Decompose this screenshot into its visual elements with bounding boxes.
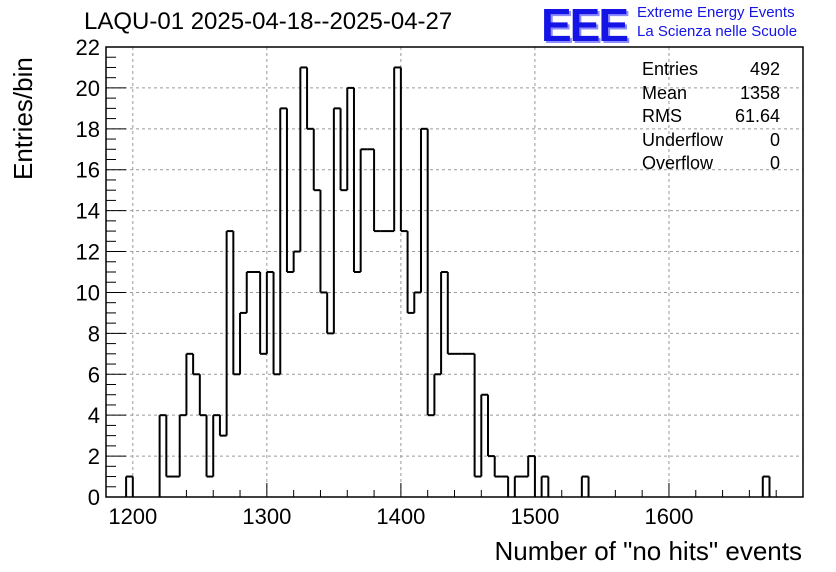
x-tick-label: 1400 (376, 504, 425, 529)
stat-label: RMS (642, 106, 682, 126)
y-tick-label: 4 (88, 403, 100, 428)
stat-label: Entries (642, 59, 699, 79)
logo-caption-line1: Extreme Energy Events (637, 4, 795, 21)
stat-row-mean: Mean 1358 (642, 82, 780, 106)
x-tick-label: 1600 (644, 504, 693, 529)
stat-row-underflow: Underflow 0 (642, 129, 780, 153)
stat-row-entries: Entries 492 (642, 58, 780, 82)
x-axis-label: Number of "no hits" events (494, 536, 803, 566)
stat-row-overflow: Overflow 0 (642, 152, 780, 176)
y-tick-label: 12 (76, 240, 100, 265)
y-tick-label: 18 (76, 117, 100, 142)
y-tick-label: 22 (76, 35, 100, 60)
y-tick-label: 10 (76, 280, 100, 305)
stat-label: Mean (642, 82, 688, 103)
stat-value: 1358 (739, 82, 780, 103)
stat-value: 61.64 (734, 106, 780, 126)
stat-row-rms: RMS 61.64 (642, 105, 780, 129)
stat-label: Overflow (642, 153, 714, 173)
stats-box: Entries 492 Mean 1358 RMS 61.64 Underflo… (642, 58, 780, 176)
y-tick-label: 20 (76, 76, 100, 101)
y-tick-label: 6 (88, 362, 100, 387)
stat-value: 492 (749, 59, 780, 79)
eee-logo: EEE (541, 0, 629, 51)
stat-value: 0 (769, 129, 780, 150)
logo-caption-line2: La Scienza nelle Scuole (637, 23, 798, 40)
x-tick-label: 1200 (108, 504, 157, 529)
y-tick-label: 16 (76, 158, 100, 183)
y-tick-label: 8 (88, 321, 100, 346)
y-tick-label: 14 (76, 199, 100, 224)
y-tick-label: 0 (88, 485, 100, 510)
x-tick-label: 1500 (510, 504, 559, 529)
chart-title: LAQU-01 2025-04-18--2025-04-27 (84, 8, 453, 35)
stat-value: 0 (769, 153, 780, 173)
y-tick-label: 2 (88, 444, 100, 469)
stat-label: Underflow (642, 129, 724, 150)
x-tick-label: 1300 (242, 504, 291, 529)
logo-caption: Extreme Energy Events La Scienza nelle S… (637, 3, 797, 41)
